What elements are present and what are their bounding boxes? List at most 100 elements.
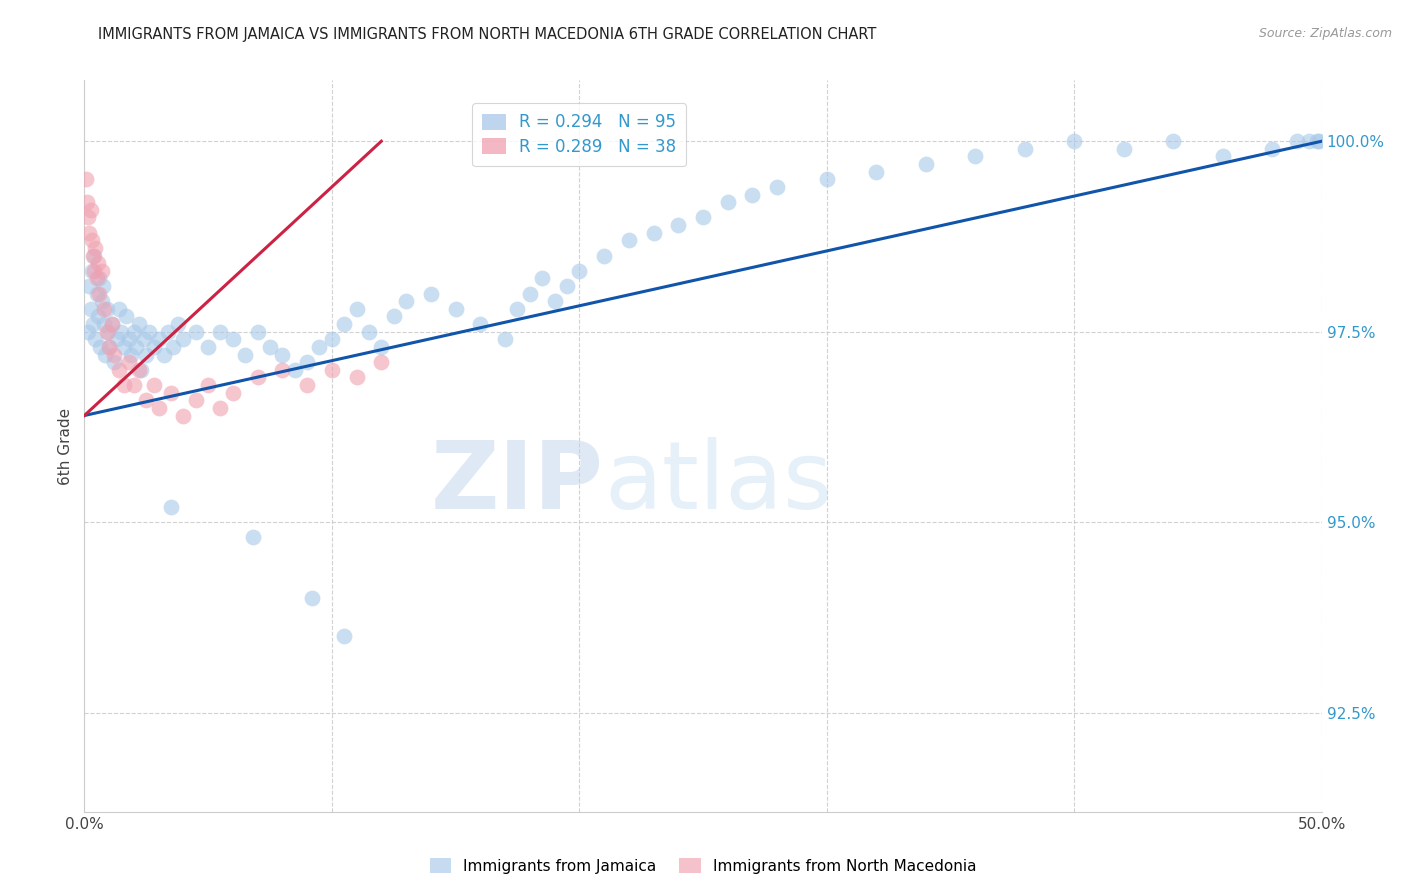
Immigrants from North Macedonia	[370, 355, 392, 369]
Immigrants from North Macedonia	[80, 233, 103, 247]
Immigrants from Jamaica	[132, 332, 155, 346]
Immigrants from Jamaica	[242, 531, 264, 545]
Immigrants from North Macedonia	[77, 211, 100, 225]
Immigrants from Jamaica	[543, 294, 565, 309]
Immigrants from Jamaica	[122, 325, 145, 339]
Immigrants from North Macedonia	[83, 264, 105, 278]
Immigrants from Jamaica	[138, 325, 160, 339]
Immigrants from Jamaica	[79, 279, 101, 293]
Immigrants from Jamaica	[568, 264, 591, 278]
Immigrants from Jamaica	[333, 630, 356, 644]
Immigrants from Jamaica	[643, 226, 665, 240]
Immigrants from Jamaica	[1285, 134, 1308, 148]
Immigrants from Jamaica	[1112, 142, 1135, 156]
Immigrants from North Macedonia	[118, 355, 141, 369]
Immigrants from Jamaica	[717, 195, 740, 210]
Immigrants from North Macedonia	[89, 286, 111, 301]
Immigrants from Jamaica	[142, 340, 165, 354]
Immigrants from North Macedonia	[209, 401, 232, 415]
Immigrants from Jamaica	[93, 317, 115, 331]
Immigrants from Jamaica	[494, 332, 516, 346]
Immigrants from Jamaica	[118, 332, 141, 346]
Immigrants from North Macedonia	[86, 271, 108, 285]
Immigrants from Jamaica	[222, 332, 245, 346]
Immigrants from Jamaica	[97, 325, 120, 339]
Immigrants from Jamaica	[741, 187, 763, 202]
Immigrants from North Macedonia	[346, 370, 368, 384]
Immigrants from Jamaica	[357, 325, 380, 339]
Immigrants from Jamaica	[135, 347, 157, 361]
Immigrants from Jamaica	[103, 355, 125, 369]
Immigrants from Jamaica	[815, 172, 838, 186]
Immigrants from Jamaica	[965, 149, 987, 163]
Immigrants from Jamaica	[370, 340, 392, 354]
Immigrants from Jamaica	[120, 347, 142, 361]
Immigrants from Jamaica	[333, 317, 356, 331]
Immigrants from Jamaica	[129, 363, 152, 377]
Immigrants from Jamaica	[83, 248, 105, 262]
Immigrants from Jamaica	[1014, 142, 1036, 156]
Immigrants from Jamaica	[98, 340, 121, 354]
Immigrants from North Macedonia	[93, 301, 115, 316]
Immigrants from Jamaica	[1305, 134, 1327, 148]
Immigrants from Jamaica	[84, 332, 107, 346]
Immigrants from North Macedonia	[112, 378, 135, 392]
Immigrants from Jamaica	[519, 286, 541, 301]
Immigrants from North Macedonia	[100, 317, 122, 331]
Immigrants from North Macedonia	[160, 385, 183, 400]
Immigrants from Jamaica	[110, 325, 132, 339]
Text: IMMIGRANTS FROM JAMAICA VS IMMIGRANTS FROM NORTH MACEDONIA 6TH GRADE CORRELATION: IMMIGRANTS FROM JAMAICA VS IMMIGRANTS FR…	[98, 27, 877, 42]
Immigrants from Jamaica	[172, 332, 194, 346]
Immigrants from Jamaica	[90, 294, 112, 309]
Immigrants from Jamaica	[308, 340, 330, 354]
Immigrants from North Macedonia	[103, 347, 125, 361]
Text: Source: ZipAtlas.com: Source: ZipAtlas.com	[1258, 27, 1392, 40]
Immigrants from Jamaica	[321, 332, 343, 346]
Immigrants from Jamaica	[128, 317, 150, 331]
Immigrants from North Macedonia	[79, 226, 101, 240]
Immigrants from North Macedonia	[84, 241, 107, 255]
Immigrants from Jamaica	[125, 340, 148, 354]
Immigrants from North Macedonia	[108, 363, 131, 377]
Immigrants from North Macedonia	[295, 378, 318, 392]
Immigrants from Jamaica	[470, 317, 492, 331]
Immigrants from Jamaica	[1212, 149, 1234, 163]
Legend: R = 0.294   N = 95, R = 0.289   N = 38: R = 0.294 N = 95, R = 0.289 N = 38	[472, 103, 686, 166]
Immigrants from North Macedonia	[148, 401, 170, 415]
Immigrants from Jamaica	[419, 286, 441, 301]
Immigrants from North Macedonia	[142, 378, 165, 392]
Immigrants from Jamaica	[108, 301, 131, 316]
Immigrants from Jamaica	[666, 218, 689, 232]
Text: ZIP: ZIP	[432, 436, 605, 529]
Immigrants from Jamaica	[271, 347, 294, 361]
Immigrants from Jamaica	[80, 264, 103, 278]
Immigrants from North Macedonia	[82, 248, 104, 262]
Immigrants from Jamaica	[284, 363, 307, 377]
Immigrants from North Macedonia	[128, 363, 150, 377]
Immigrants from Jamaica	[346, 301, 368, 316]
Immigrants from Jamaica	[157, 325, 180, 339]
Immigrants from Jamaica	[692, 211, 714, 225]
Immigrants from Jamaica	[162, 340, 184, 354]
Immigrants from North Macedonia	[172, 409, 194, 423]
Y-axis label: 6th Grade: 6th Grade	[58, 408, 73, 484]
Immigrants from North Macedonia	[90, 264, 112, 278]
Immigrants from North Macedonia	[271, 363, 294, 377]
Immigrants from Jamaica	[105, 332, 128, 346]
Immigrants from Jamaica	[1308, 134, 1330, 148]
Immigrants from Jamaica	[148, 332, 170, 346]
Immigrants from Jamaica	[531, 271, 554, 285]
Immigrants from Jamaica	[382, 310, 405, 324]
Immigrants from Jamaica	[1298, 134, 1320, 148]
Immigrants from Jamaica	[914, 157, 936, 171]
Immigrants from Jamaica	[301, 591, 323, 606]
Immigrants from Jamaica	[506, 301, 529, 316]
Immigrants from North Macedonia	[75, 172, 97, 186]
Immigrants from Jamaica	[184, 325, 207, 339]
Immigrants from Jamaica	[395, 294, 418, 309]
Immigrants from Jamaica	[1161, 134, 1184, 148]
Immigrants from Jamaica	[167, 317, 190, 331]
Immigrants from Jamaica	[89, 271, 111, 285]
Immigrants from Jamaica	[555, 279, 578, 293]
Immigrants from Jamaica	[160, 500, 183, 514]
